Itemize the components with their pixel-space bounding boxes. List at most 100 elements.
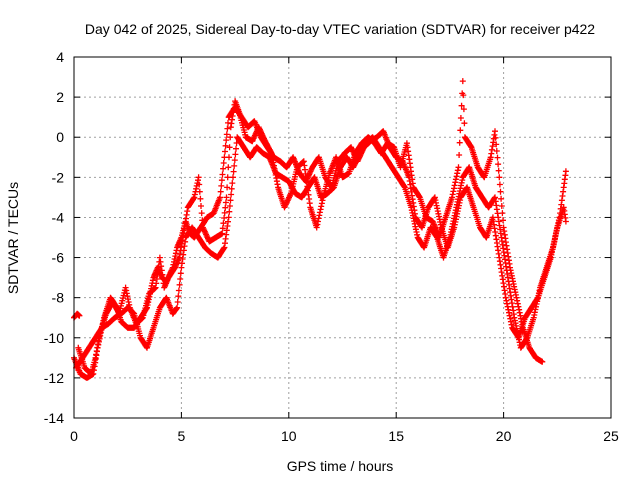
data-point: [506, 312, 513, 319]
data-point: [223, 137, 230, 144]
data-point: [219, 225, 226, 232]
data-point: [459, 78, 466, 85]
data-point: [313, 224, 320, 231]
data-point: [196, 188, 203, 195]
data-point: [449, 194, 455, 201]
data-point: [493, 141, 500, 148]
data-point: [177, 276, 184, 282]
data-point: [226, 154, 232, 161]
y-tick-label: -14: [44, 410, 64, 426]
data-point: [451, 182, 458, 189]
data-point: [492, 128, 498, 135]
data-point: [228, 191, 235, 198]
data-point: [174, 299, 181, 305]
data-point: [488, 146, 495, 153]
data-point: [316, 209, 323, 216]
data-point: [456, 152, 463, 158]
data-point: [198, 210, 205, 217]
data-point: [227, 134, 234, 141]
data-point: [495, 161, 502, 168]
data-point: [232, 151, 239, 158]
y-tick-label: -4: [52, 209, 65, 225]
data-point: [223, 194, 230, 201]
data-point: [514, 297, 521, 304]
data-point: [315, 218, 321, 225]
data-point: [197, 195, 204, 202]
y-axis-label: SDTVAR / TECUs: [5, 182, 21, 294]
plot-frame: [73, 56, 612, 419]
data-point: [562, 168, 569, 175]
gridlines: [74, 57, 611, 418]
data-point: [175, 293, 182, 300]
data-point: [497, 188, 504, 195]
data-point: [153, 280, 160, 287]
x-tick-label: 20: [496, 428, 512, 444]
data-point: [452, 176, 459, 183]
data-point: [493, 206, 500, 213]
data-point: [198, 203, 204, 209]
data-point: [231, 162, 238, 169]
data-point: [508, 321, 515, 328]
data-point: [222, 142, 229, 149]
data-point: [496, 174, 503, 181]
data-point: [229, 180, 236, 187]
data-point: [217, 188, 224, 195]
data-point: [220, 220, 227, 227]
data-point: [461, 120, 468, 127]
y-tick-label: 2: [56, 89, 64, 105]
data-point: [190, 195, 197, 202]
data-point: [224, 125, 231, 132]
x-tick-label: 0: [70, 428, 78, 444]
data-point: [318, 203, 325, 210]
data-point: [230, 168, 237, 175]
data-point: [460, 92, 467, 99]
data-point: [196, 181, 203, 188]
x-tick-label: 10: [281, 428, 297, 444]
data-point: [220, 160, 227, 166]
data-point: [176, 281, 183, 288]
data-point: [226, 144, 233, 151]
data-point: [518, 318, 525, 325]
y-tick-label: -2: [52, 169, 65, 185]
data-point: [220, 245, 227, 252]
data-point: [505, 306, 512, 313]
data-point: [158, 263, 165, 270]
x-axis-label: GPS time / hours: [287, 458, 394, 474]
data-point: [222, 204, 229, 211]
data-point: [515, 303, 522, 310]
data-point: [455, 164, 462, 171]
data-point: [219, 171, 226, 178]
data-point: [493, 148, 500, 154]
data-point: [224, 174, 231, 181]
data-point: [228, 185, 235, 192]
x-tick-label: 15: [388, 428, 404, 444]
data-point: [225, 218, 231, 225]
data-point: [450, 188, 457, 195]
data-point: [319, 197, 326, 204]
data-point: [500, 217, 506, 224]
data-point: [457, 115, 464, 121]
data-point: [498, 203, 505, 209]
data-point: [499, 210, 506, 217]
data-point: [229, 113, 236, 119]
data-point: [217, 194, 224, 201]
data-point: [497, 230, 504, 237]
data-point: [221, 215, 228, 221]
data-point: [76, 312, 83, 319]
data-point: [227, 197, 234, 204]
data-point: [454, 167, 461, 174]
data-point: [456, 139, 463, 146]
data-point: [496, 222, 503, 229]
data-point: [516, 309, 523, 316]
data-point: [233, 145, 239, 152]
data-point: [230, 174, 236, 181]
data-point: [498, 195, 505, 202]
data-point: [556, 214, 563, 221]
data-point: [492, 134, 499, 141]
data-point: [175, 287, 182, 294]
data-point: [225, 164, 232, 171]
data-points: [71, 78, 569, 381]
y-tick-label: 0: [56, 129, 64, 145]
y-tick-label: 4: [56, 49, 64, 65]
